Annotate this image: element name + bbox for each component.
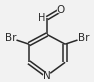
Circle shape	[78, 33, 89, 44]
Text: N: N	[43, 71, 51, 81]
Circle shape	[58, 8, 63, 13]
Circle shape	[5, 33, 16, 44]
Circle shape	[44, 72, 50, 79]
Text: H: H	[38, 13, 45, 23]
Text: O: O	[56, 5, 64, 15]
Text: Br: Br	[5, 33, 16, 43]
Text: Br: Br	[78, 33, 89, 43]
